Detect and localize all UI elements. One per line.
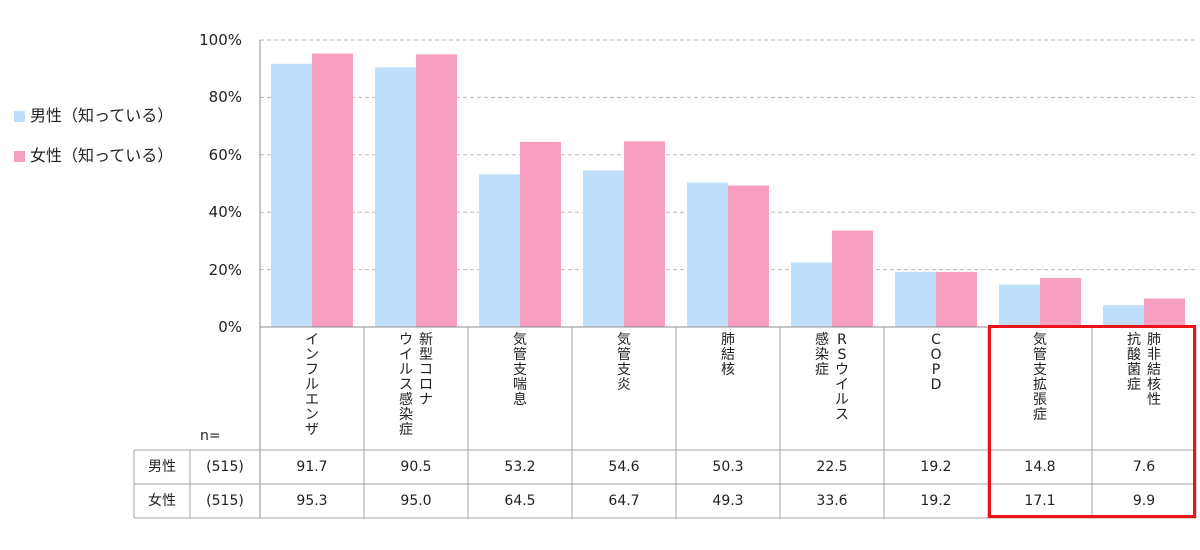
category-label-line: 肺結核 xyxy=(721,332,735,378)
category-label-line: 気管支炎 xyxy=(617,332,631,393)
table-cell-value: 19.2 xyxy=(920,459,952,475)
category-label-line: 気管支拡張症 xyxy=(1033,332,1047,423)
category-label: 気管支炎 xyxy=(572,333,676,393)
category-label-line: 肺非結核性 xyxy=(1147,332,1161,408)
category-label-line: ウイルス感染症 xyxy=(399,332,413,438)
bar-male xyxy=(687,182,728,327)
category-label: 気管支喘息 xyxy=(468,333,572,408)
table-row-label: 男性 xyxy=(148,459,176,475)
bar-male xyxy=(375,67,416,327)
y-tick-label: 20% xyxy=(208,261,242,279)
highlight-box xyxy=(988,325,1196,518)
bar-male xyxy=(895,271,936,327)
bar-female xyxy=(624,141,665,327)
table-cell-value: 95.0 xyxy=(400,493,432,509)
legend-item-male: 男性（知っている） xyxy=(14,106,173,126)
category-label: 気管支拡張症 xyxy=(988,333,1092,423)
table-cell-value: 22.5 xyxy=(816,459,848,475)
category-label-line: 感染症 xyxy=(815,332,829,378)
table-cell-value: 49.3 xyxy=(712,493,744,509)
legend-swatch-female xyxy=(14,151,25,162)
table-cell-value: 19.2 xyxy=(920,493,952,509)
table-cell-value: 17.1 xyxy=(1024,493,1056,509)
legend-label-female: 女性（知っている） xyxy=(30,146,174,165)
category-label-line: 新型コロナ xyxy=(419,332,433,408)
y-tick-label: 40% xyxy=(208,203,242,221)
bar-female xyxy=(520,141,561,327)
category-label-line: 抗酸菌症 xyxy=(1127,332,1141,393)
category-label: インフルエンザ xyxy=(260,333,364,438)
bar-female xyxy=(728,185,769,327)
table-cell-value: 95.3 xyxy=(296,493,328,509)
legend-label-male: 男性（知っている） xyxy=(30,106,174,125)
table-cell-value: 9.9 xyxy=(1132,493,1156,509)
bar-female xyxy=(1144,298,1185,327)
table-n-value: (515) xyxy=(206,493,244,509)
bar-male xyxy=(999,284,1040,327)
table-cell-value: 53.2 xyxy=(504,459,536,475)
bar-male xyxy=(479,174,520,327)
category-label: 肺非結核性抗酸菌症 xyxy=(1092,333,1196,408)
y-tick-label: 100% xyxy=(199,31,242,49)
n-label: n= xyxy=(200,428,221,444)
table-n-value: (515) xyxy=(206,459,244,475)
table-cell-value: 14.8 xyxy=(1024,459,1056,475)
bar-female xyxy=(936,271,977,327)
legend-item-female: 女性（知っている） xyxy=(14,146,173,166)
bar-male xyxy=(271,63,312,328)
table-cell-value: 64.5 xyxy=(504,493,536,509)
bar-male xyxy=(791,262,832,327)
y-tick-label: 60% xyxy=(208,146,242,164)
table-cell-value: 90.5 xyxy=(400,459,432,475)
table-cell-value: 91.7 xyxy=(296,459,328,475)
category-label: 肺結核 xyxy=(676,333,780,378)
bar-female xyxy=(416,54,457,327)
category-label-line: 気管支喘息 xyxy=(513,332,527,408)
legend-swatch-male xyxy=(14,111,25,122)
bar-male xyxy=(583,170,624,327)
table-cell-value: 7.6 xyxy=(1132,459,1156,475)
bar-female xyxy=(832,230,873,327)
category-label-line: インフルエンザ xyxy=(305,332,319,438)
table-cell-value: 64.7 xyxy=(608,493,640,509)
table-cell-value: 54.6 xyxy=(608,459,640,475)
table-cell-value: 50.3 xyxy=(712,459,744,475)
bar-female xyxy=(312,53,353,327)
table-cell-value: 33.6 xyxy=(816,493,848,509)
y-tick-label: 80% xyxy=(208,88,242,106)
y-tick-label: 0% xyxy=(218,318,242,336)
bar-male xyxy=(1103,305,1144,327)
category-label: 新型コロナウイルス感染症 xyxy=(364,333,468,438)
bar-female xyxy=(1040,277,1081,327)
table-row-label: 女性 xyxy=(148,493,176,509)
